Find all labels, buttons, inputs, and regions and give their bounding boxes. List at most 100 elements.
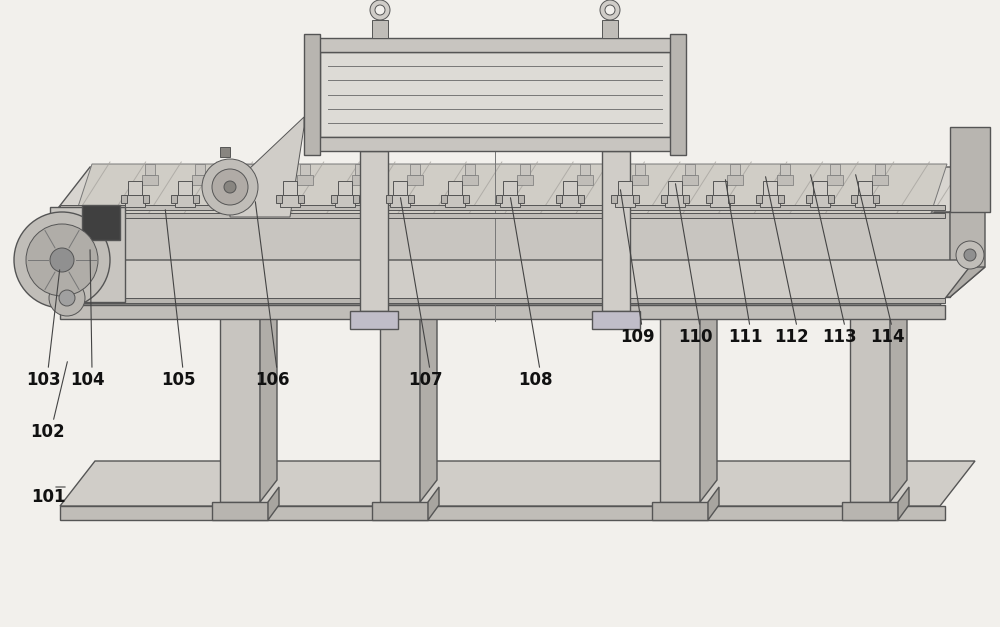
Bar [280, 195, 300, 207]
Bar [353, 195, 359, 203]
Bar [352, 175, 368, 185]
Polygon shape [320, 52, 670, 137]
Bar [780, 164, 790, 175]
Bar [465, 164, 475, 175]
Bar [777, 175, 793, 185]
Bar [335, 195, 355, 207]
Polygon shape [50, 207, 125, 302]
Bar [602, 151, 630, 311]
Bar [393, 181, 407, 195]
Bar [611, 195, 617, 203]
Bar [225, 195, 245, 207]
Bar [855, 195, 875, 207]
Bar [842, 502, 898, 520]
Text: 114: 114 [870, 328, 904, 346]
Bar [372, 20, 388, 38]
Bar [713, 181, 727, 195]
Bar [578, 195, 584, 203]
Bar [618, 181, 632, 195]
Bar [556, 195, 562, 203]
Bar [660, 299, 700, 502]
Bar [828, 195, 834, 203]
Bar [372, 502, 428, 520]
Text: 110: 110 [678, 328, 712, 346]
Bar [82, 205, 120, 240]
Bar [577, 175, 593, 185]
Polygon shape [75, 164, 947, 216]
Bar [121, 195, 127, 203]
Bar [463, 195, 469, 203]
Circle shape [14, 212, 110, 308]
Bar [298, 195, 304, 203]
Bar [128, 181, 142, 195]
Bar [950, 127, 990, 212]
Text: 109: 109 [620, 328, 654, 346]
Bar [228, 181, 242, 195]
Bar [563, 181, 577, 195]
Bar [300, 164, 310, 175]
Bar [580, 164, 590, 175]
Bar [682, 175, 698, 185]
Bar [670, 34, 686, 155]
Polygon shape [60, 461, 975, 506]
Bar [665, 195, 685, 207]
Polygon shape [420, 277, 437, 502]
Bar [355, 164, 365, 175]
Polygon shape [708, 487, 719, 520]
Bar [380, 299, 420, 502]
Polygon shape [55, 267, 985, 297]
Circle shape [956, 241, 984, 269]
Bar [297, 175, 313, 185]
Bar [331, 195, 337, 203]
Polygon shape [700, 277, 717, 502]
Bar [520, 164, 530, 175]
Bar [652, 502, 708, 520]
Bar [390, 195, 410, 207]
Circle shape [224, 181, 236, 193]
Bar [668, 181, 682, 195]
Bar [778, 195, 784, 203]
Bar [830, 164, 840, 175]
Bar [462, 175, 478, 185]
Circle shape [212, 169, 248, 205]
Bar [171, 195, 177, 203]
Bar [728, 195, 734, 203]
Circle shape [50, 248, 74, 272]
Bar [276, 195, 282, 203]
Bar [178, 181, 192, 195]
Bar [245, 164, 255, 175]
Bar [212, 502, 268, 520]
Bar [242, 175, 258, 185]
Bar [875, 164, 885, 175]
Bar [810, 195, 830, 207]
Bar [496, 195, 502, 203]
Polygon shape [950, 167, 985, 297]
Bar [441, 195, 447, 203]
Bar [710, 195, 730, 207]
Bar [408, 195, 414, 203]
Polygon shape [898, 487, 909, 520]
Text: 108: 108 [518, 371, 552, 389]
Text: 104: 104 [70, 371, 104, 389]
Bar [386, 195, 392, 203]
Bar [730, 164, 740, 175]
Polygon shape [55, 167, 985, 212]
Polygon shape [428, 487, 439, 520]
Bar [592, 311, 640, 329]
Bar [517, 175, 533, 185]
Bar [756, 195, 762, 203]
Bar [873, 195, 879, 203]
Bar [125, 195, 145, 207]
Bar [827, 175, 843, 185]
Bar [445, 195, 465, 207]
Bar [220, 299, 260, 502]
Polygon shape [230, 117, 304, 217]
Circle shape [605, 5, 615, 15]
Bar [192, 175, 208, 185]
Bar [312, 38, 678, 52]
Bar [175, 195, 195, 207]
Bar [60, 506, 945, 520]
Bar [312, 137, 678, 151]
Text: 107: 107 [408, 371, 442, 389]
Bar [143, 195, 149, 203]
